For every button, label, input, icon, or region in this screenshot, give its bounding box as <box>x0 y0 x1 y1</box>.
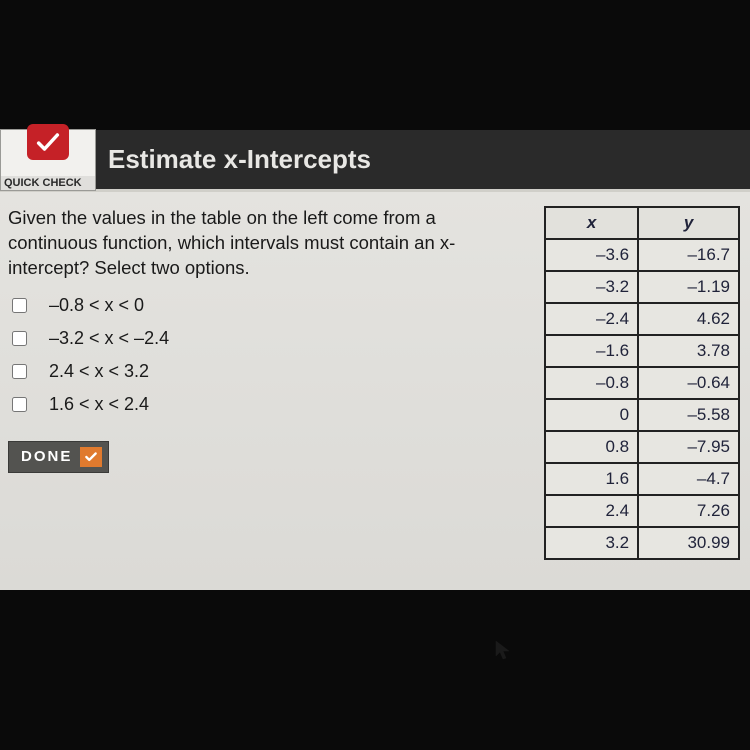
option-row: –0.8 < x < 0 <box>12 295 522 316</box>
table-row: –3.6–16.7 <box>545 239 739 271</box>
xy-table: x y –3.6–16.7–3.2–1.19–2.44.62–1.63.78–0… <box>544 206 740 560</box>
table-header-y: y <box>638 207 739 239</box>
options-group: –0.8 < x < 0 –3.2 < x < –2.4 2.4 < x < 3… <box>12 295 522 415</box>
table-cell-y: –16.7 <box>638 239 739 271</box>
table-row: 0.8–7.95 <box>545 431 739 463</box>
page-title: Estimate x-Intercepts <box>108 144 371 175</box>
option-checkbox-3[interactable] <box>12 397 27 412</box>
table-cell-x: –2.4 <box>545 303 638 335</box>
option-row: 2.4 < x < 3.2 <box>12 361 522 382</box>
option-checkbox-1[interactable] <box>12 331 27 346</box>
option-checkbox-2[interactable] <box>12 364 27 379</box>
quick-check-badge: QUICK CHECK <box>0 129 96 191</box>
table-cell-x: 0 <box>545 399 638 431</box>
done-button[interactable]: DONE <box>8 441 109 473</box>
option-label: 2.4 < x < 3.2 <box>49 361 149 382</box>
quick-check-label: QUICK CHECK <box>1 176 95 190</box>
done-check-icon <box>80 447 102 467</box>
option-label: –0.8 < x < 0 <box>49 295 144 316</box>
table-row: –2.44.62 <box>545 303 739 335</box>
table-cell-x: 1.6 <box>545 463 638 495</box>
table-cell-x: 0.8 <box>545 431 638 463</box>
table-cell-y: 4.62 <box>638 303 739 335</box>
table-cell-y: –5.58 <box>638 399 739 431</box>
option-checkbox-0[interactable] <box>12 298 27 313</box>
table-cell-x: –1.6 <box>545 335 638 367</box>
done-label: DONE <box>21 448 72 465</box>
table-cell-y: –7.95 <box>638 431 739 463</box>
table-cell-x: 2.4 <box>545 495 638 527</box>
table-row: 1.6–4.7 <box>545 463 739 495</box>
table-row: 2.47.26 <box>545 495 739 527</box>
table-cell-y: –4.7 <box>638 463 739 495</box>
table-row: 3.230.99 <box>545 527 739 559</box>
table-cell-x: –3.6 <box>545 239 638 271</box>
table-row: –0.8–0.64 <box>545 367 739 399</box>
check-icon <box>27 124 69 160</box>
option-row: –3.2 < x < –2.4 <box>12 328 522 349</box>
table-cell-x: –3.2 <box>545 271 638 303</box>
option-row: 1.6 < x < 2.4 <box>12 394 522 415</box>
table-row: 0–5.58 <box>545 399 739 431</box>
table-row: –1.63.78 <box>545 335 739 367</box>
question-text: Given the values in the table on the lef… <box>8 206 522 281</box>
option-label: –3.2 < x < –2.4 <box>49 328 169 349</box>
table-header-x: x <box>545 207 638 239</box>
table-row: –3.2–1.19 <box>545 271 739 303</box>
table-cell-y: –0.64 <box>638 367 739 399</box>
table-cell-x: –0.8 <box>545 367 638 399</box>
table-cell-x: 3.2 <box>545 527 638 559</box>
table-cell-y: –1.19 <box>638 271 739 303</box>
table-cell-y: 7.26 <box>638 495 739 527</box>
header-bar: QUICK CHECK Estimate x-Intercepts <box>0 130 750 192</box>
option-label: 1.6 < x < 2.4 <box>49 394 149 415</box>
table-cell-y: 3.78 <box>638 335 739 367</box>
mouse-cursor-icon <box>495 640 511 662</box>
table-cell-y: 30.99 <box>638 527 739 559</box>
